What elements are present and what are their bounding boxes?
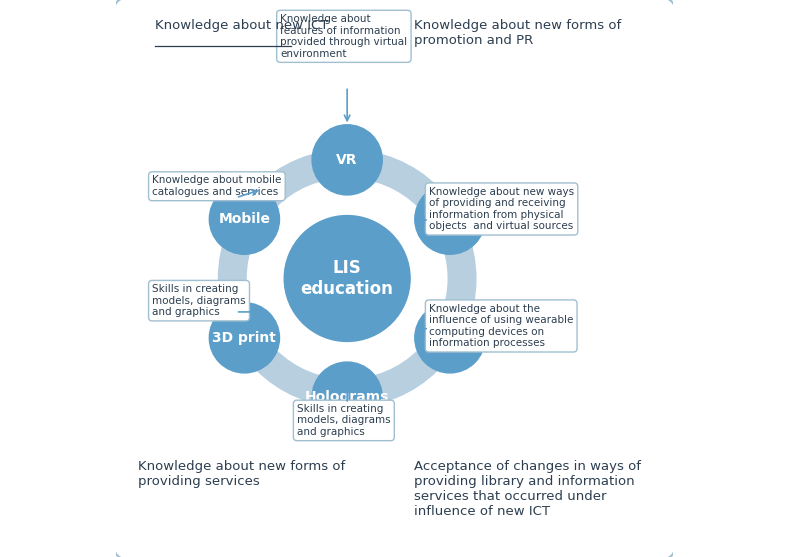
Text: Knowledge about new ways
of providing and receiving
information from physical
ob: Knowledge about new ways of providing an… <box>429 187 574 231</box>
Circle shape <box>248 179 447 378</box>
Text: Skills in creating
models, diagrams
and graphics: Skills in creating models, diagrams and … <box>152 284 246 317</box>
Text: Knowledge about new forms of
promotion and PR: Knowledge about new forms of promotion a… <box>414 19 621 47</box>
Circle shape <box>209 303 279 373</box>
Text: Knowledge about new ICT: Knowledge about new ICT <box>155 19 328 32</box>
Circle shape <box>415 184 485 255</box>
Circle shape <box>209 184 279 255</box>
Text: Knowledge about new forms of
providing services: Knowledge about new forms of providing s… <box>138 460 346 487</box>
Circle shape <box>312 125 382 195</box>
Circle shape <box>284 216 410 341</box>
Text: Acceptance of changes in ways of
providing library and information
services that: Acceptance of changes in ways of providi… <box>414 460 641 517</box>
Text: Skills in creating
models, diagrams
and graphics: Skills in creating models, diagrams and … <box>297 404 391 437</box>
Text: AR: AR <box>439 212 461 226</box>
FancyBboxPatch shape <box>113 0 676 557</box>
Circle shape <box>415 303 485 373</box>
Text: Knowledge about mobile
catalogues and services: Knowledge about mobile catalogues and se… <box>152 175 282 197</box>
Text: LIS
education: LIS education <box>301 259 394 298</box>
Text: VR: VR <box>336 153 358 167</box>
Text: 3D print: 3D print <box>212 331 276 345</box>
Circle shape <box>312 362 382 432</box>
Circle shape <box>219 150 476 407</box>
Text: IoT: IoT <box>438 331 462 345</box>
Text: Mobile: Mobile <box>219 212 271 226</box>
Text: Holograms: Holograms <box>305 390 389 404</box>
Text: Knowledge about the
influence of using wearable
computing devices on
information: Knowledge about the influence of using w… <box>429 304 574 348</box>
Text: Knowledge about
features of information
provided through virtual
environment: Knowledge about features of information … <box>280 14 407 58</box>
